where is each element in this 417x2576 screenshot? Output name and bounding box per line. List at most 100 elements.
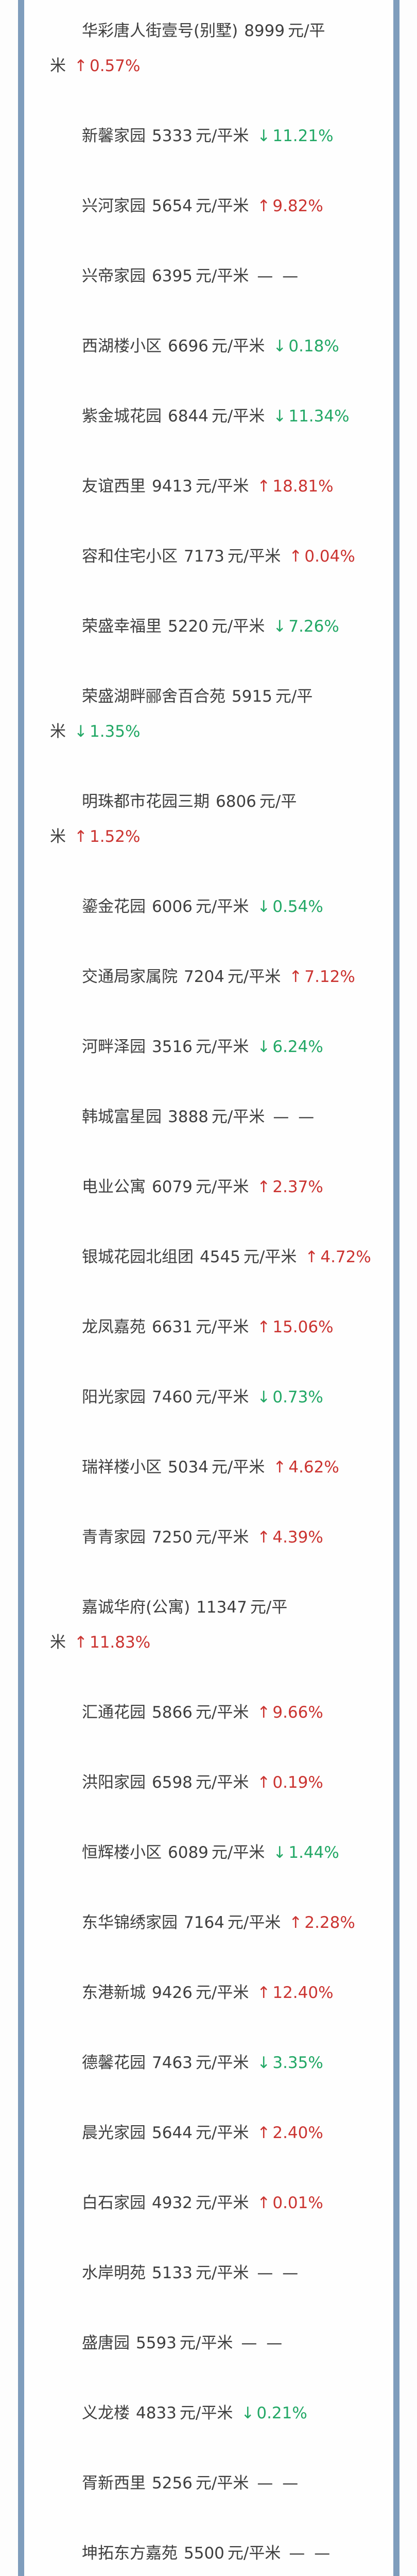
percent-value: 4.62% <box>288 1458 339 1477</box>
change-percent: ↓ 11.34% <box>273 407 349 426</box>
price-unit: 元/平米 <box>195 1773 249 1792</box>
change-percent: ↑ 0.04% <box>289 547 355 566</box>
community-name: 嘉诚华府(公寓) <box>82 1598 190 1617</box>
price-value: 8999 <box>244 22 285 40</box>
price-value: 6598 <box>152 1773 193 1792</box>
up-arrow-icon: ↑ <box>257 197 271 215</box>
down-arrow-icon: ↓ <box>273 1843 287 1862</box>
community-name: 明珠都市花园三期 <box>82 792 210 811</box>
price-unit-continuation: 米 <box>50 57 66 75</box>
change-percent: ↑ 4.62% <box>273 1458 339 1477</box>
price-unit: 元/平米 <box>195 1318 249 1336</box>
no-change-marker: — — <box>289 2544 333 2563</box>
percent-value: 2.40% <box>272 2124 323 2142</box>
community-name: 华彩唐人街壹号(别墅) <box>82 22 238 40</box>
change-percent: ↑ 18.81% <box>257 477 333 496</box>
no-change-marker: — — <box>257 2474 301 2493</box>
price-value: 5866 <box>152 1703 193 1722</box>
community-name: 恒辉楼小区 <box>82 1843 162 1862</box>
up-arrow-icon: ↑ <box>305 1248 319 1266</box>
community-name: 荣盛幸福里 <box>82 617 162 636</box>
change-percent: ↑ 0.19% <box>257 1773 323 1792</box>
community-name: 电业公寓 <box>82 1178 146 1196</box>
percent-value: 2.37% <box>272 1178 323 1196</box>
price-unit: 元/平米 <box>179 2334 233 2352</box>
price-unit: 元/平米 <box>195 127 249 145</box>
community-name: 青青家园 <box>82 1528 146 1547</box>
price-unit: 元/平米 <box>227 547 281 566</box>
listing-row: 荣盛湖畔郦舍百合苑 5915 元/平米 ↓ 1.35% <box>50 679 374 749</box>
change-percent: ↓ 0.54% <box>257 897 323 916</box>
community-name: 德馨花园 <box>82 2054 146 2072</box>
up-arrow-icon: ↑ <box>289 968 303 986</box>
price-value: 4545 <box>200 1248 240 1266</box>
price-unit: 元/平米 <box>227 968 281 986</box>
change-percent: ↑ 9.66% <box>257 1703 323 1722</box>
price-value: 5333 <box>152 127 193 145</box>
price-value: 3516 <box>152 1038 193 1056</box>
price-value: 5256 <box>152 2474 193 2493</box>
listing-row: 青青家园 7250 元/平米 ↑ 4.39% <box>50 1520 374 1555</box>
listing-row: 水岸明苑 5133 元/平米 — — <box>50 2256 374 2291</box>
no-change-marker: — — <box>273 1108 317 1126</box>
price-unit: 元/平米 <box>195 197 249 215</box>
percent-value: 4.72% <box>320 1248 371 1266</box>
community-name: 洪阳家园 <box>82 1773 146 1792</box>
percent-value: 2.28% <box>304 1913 355 1932</box>
percent-value: 0.73% <box>272 1388 323 1406</box>
percent-value: 4.39% <box>272 1528 323 1547</box>
price-unit: 元/平米 <box>195 1388 249 1406</box>
change-percent: ↓ 1.35% <box>74 722 140 741</box>
no-change-marker: — — <box>257 2264 301 2282</box>
price-unit: 元/平米 <box>211 617 265 636</box>
price-unit: 元/平米 <box>243 1248 297 1266</box>
change-percent: ↑ 9.82% <box>257 197 323 215</box>
change-percent: ↑ 7.12% <box>289 968 355 986</box>
price-value: 5133 <box>152 2264 193 2282</box>
community-name: 义龙楼 <box>82 2404 130 2422</box>
percent-value: 12.40% <box>272 1984 334 2002</box>
percent-value: 0.21% <box>256 2404 307 2422</box>
listing-row: 银城花园北组团 4545 元/平米 ↑ 4.72% <box>50 1240 374 1275</box>
percent-value: 0.54% <box>272 897 323 916</box>
price-value: 5220 <box>168 617 208 636</box>
percent-value: 0.57% <box>89 57 141 75</box>
percent-value: 0.01% <box>272 2194 323 2212</box>
listing-row: 义龙楼 4833 元/平米 ↓ 0.21% <box>50 2396 374 2431</box>
price-unit: 元/平米 <box>179 2404 233 2422</box>
up-arrow-icon: ↑ <box>289 1913 303 1932</box>
price-unit: 元/平米 <box>211 407 265 426</box>
price-value: 6006 <box>152 897 193 916</box>
price-value: 7250 <box>152 1528 193 1547</box>
community-name: 荣盛湖畔郦舍百合苑 <box>82 687 225 706</box>
up-arrow-icon: ↑ <box>257 1984 271 2002</box>
community-name: 水岸明苑 <box>82 2264 146 2282</box>
listing-row: 瑞祥楼小区 5034 元/平米 ↑ 4.62% <box>50 1450 374 1485</box>
price-value: 6806 <box>216 792 256 811</box>
price-value: 6079 <box>152 1178 193 1196</box>
price-unit-continuation: 米 <box>50 1633 66 1652</box>
price-value: 6844 <box>168 407 208 426</box>
change-percent: ↑ 0.01% <box>257 2194 323 2212</box>
price-unit: 元/平米 <box>195 2054 249 2072</box>
community-name: 阳光家园 <box>82 1388 146 1406</box>
listing-row: 韩城富星园 3888 元/平米 — — <box>50 1099 374 1134</box>
price-listing-container: 华彩唐人街壹号(别墅) 8999 元/平米 ↑ 0.57% 新馨家园 5333 元/平米 ↓ 11… <box>24 0 393 2576</box>
price-value: 6696 <box>168 337 208 355</box>
no-change-marker: — — <box>241 2334 285 2352</box>
change-percent: ↑ 12.40% <box>257 1984 333 2002</box>
down-arrow-icon: ↓ <box>257 2054 271 2072</box>
price-unit: 元/平米 <box>195 1984 249 2002</box>
up-arrow-icon: ↑ <box>273 1458 287 1477</box>
price-unit: 元/平米 <box>211 1458 265 1477</box>
listing-row: 交通局家属院 7204 元/平米 ↑ 7.12% <box>50 959 374 994</box>
price-unit: 元/平米 <box>227 1913 281 1932</box>
price-value: 4833 <box>136 2404 177 2422</box>
price-unit: 元/平米 <box>211 1108 265 1126</box>
community-name: 紫金城花园 <box>82 407 162 426</box>
listing-row: 鎏金花园 6006 元/平米 ↓ 0.54% <box>50 889 374 924</box>
down-arrow-icon: ↓ <box>257 897 271 916</box>
community-name: 银城花园北组团 <box>82 1248 194 1266</box>
change-percent: ↓ 0.18% <box>273 337 339 355</box>
price-unit: 元/平米 <box>227 2544 281 2563</box>
